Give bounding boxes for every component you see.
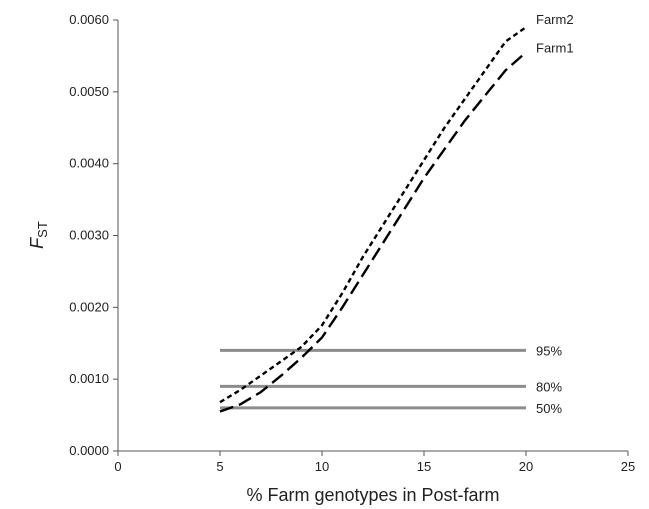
series-label: Farm2 [536, 12, 574, 27]
y-tick-label: 0.0000 [69, 443, 109, 458]
x-tick-label: 20 [519, 459, 533, 474]
y-tick-label: 0.0060 [69, 12, 109, 27]
y-axis-title-main: F [27, 237, 47, 249]
series-label: Farm1 [536, 40, 574, 55]
x-tick-label: 15 [417, 459, 431, 474]
y-tick-label: 0.0050 [69, 84, 109, 99]
y-axis-title-sub: ST [35, 221, 50, 238]
y-ticks: 0.0000 0.0010 0.0020 0.0030 0.0040 0.0050 0.00… [69, 12, 118, 458]
series-labels: 95% 80% 50% Farm2 Farm1 [536, 12, 574, 416]
series-line [219, 51, 527, 413]
y-tick-label: 0.0010 [69, 371, 109, 386]
reference-line-label: 80% [536, 379, 562, 394]
reference-line-label: 95% [536, 343, 562, 358]
series-lines [219, 26, 527, 413]
reference-lines [220, 348, 526, 410]
x-tick-label: 0 [114, 459, 121, 474]
x-tick-label: 10 [315, 459, 329, 474]
x-axis-title: % Farm genotypes in Post-farm [246, 485, 499, 505]
x-ticks: 0 5 10 15 20 25 [114, 451, 635, 474]
y-axis-title: FST [27, 221, 50, 249]
reference-line-label: 50% [536, 401, 562, 416]
y-tick-label: 0.0020 [69, 299, 109, 314]
series-line [219, 26, 527, 404]
x-tick-label: 5 [216, 459, 223, 474]
y-tick-label: 0.0030 [69, 228, 109, 243]
y-tick-label: 0.0040 [69, 156, 109, 171]
x-tick-label: 25 [621, 459, 635, 474]
